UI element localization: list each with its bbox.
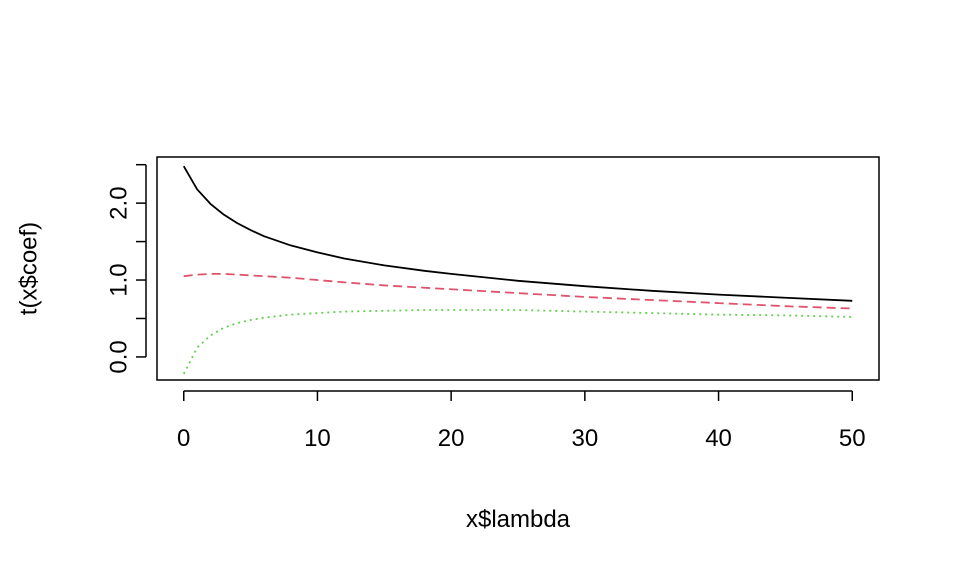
y-tick-label: 0.0 — [105, 340, 132, 373]
y-tick-label: 2.0 — [105, 186, 132, 219]
x-tick-label: 10 — [304, 425, 331, 452]
x-tick-label: 40 — [705, 425, 732, 452]
y-axis-label: t(x$coef) — [15, 222, 42, 315]
x-tick-label: 0 — [177, 425, 190, 452]
y-axis: 0.0 1.0 2.0 — [105, 163, 147, 374]
x-tick-label: 50 — [839, 425, 866, 452]
plot-frame — [156, 156, 880, 381]
series-line-2 — [183, 272, 853, 310]
series-layer — [182, 165, 853, 375]
x-tick-label: 30 — [572, 425, 599, 452]
y-tick-label: 1.0 — [105, 263, 132, 296]
x-tick-label: 20 — [438, 425, 465, 452]
x-axis-label: x$lambda — [466, 506, 571, 533]
series-line-3 — [182, 309, 853, 375]
series-line-1 — [182, 165, 853, 302]
x-axis: 0 10 20 30 40 50 — [177, 390, 866, 452]
